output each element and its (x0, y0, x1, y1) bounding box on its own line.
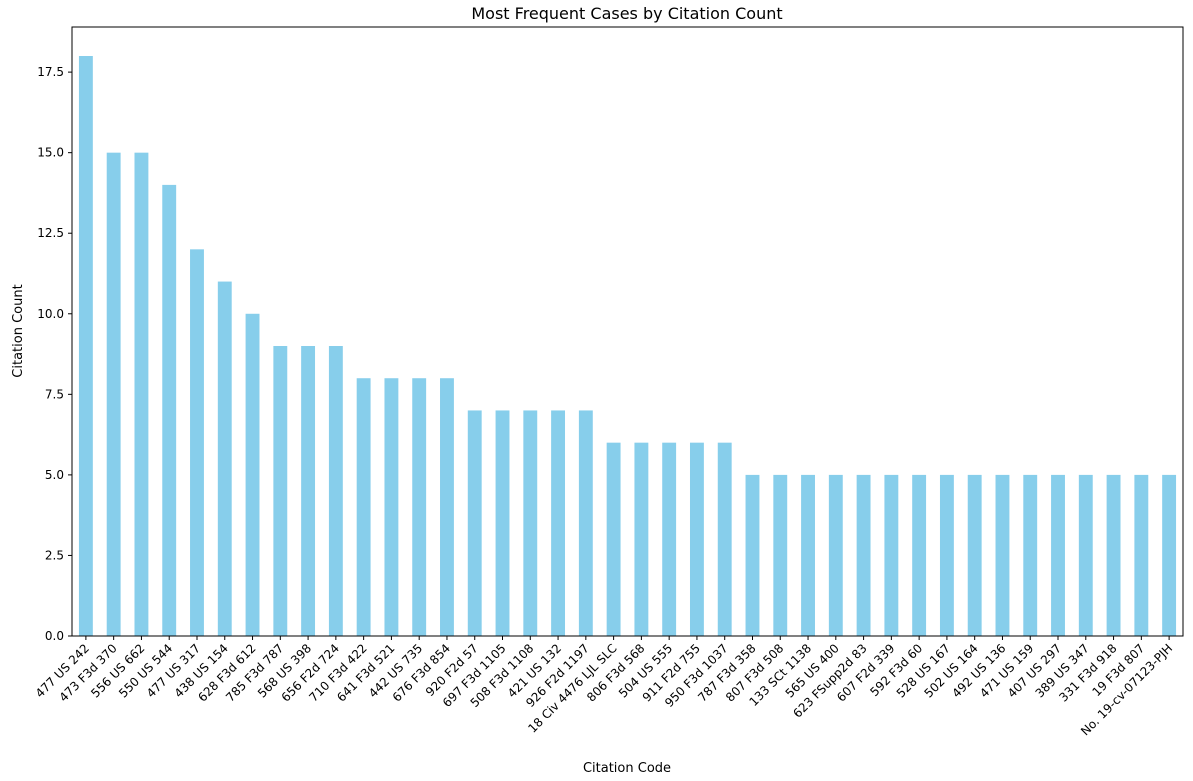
bar-12 (412, 378, 427, 636)
bar-34 (1023, 474, 1038, 636)
bar-1 (106, 152, 121, 637)
x-axis-label: Citation Code (583, 761, 671, 776)
bar-39 (1162, 474, 1177, 636)
bar-33 (995, 474, 1010, 636)
bar-36 (1078, 474, 1093, 636)
bar-28 (856, 474, 871, 636)
bar-31 (939, 474, 954, 636)
bar-17 (551, 410, 566, 636)
bar-22 (689, 442, 704, 636)
bar-15 (495, 410, 510, 636)
bar-21 (662, 442, 677, 636)
y-tick-label: 10.0 (37, 307, 64, 321)
bar-35 (1051, 474, 1065, 636)
y-tick-label: 5.0 (45, 468, 64, 482)
y-tick-label: 17.5 (37, 65, 64, 79)
bar-27 (828, 474, 843, 636)
bar-7 (273, 346, 288, 636)
bar-2 (134, 152, 149, 637)
bars-group (78, 56, 1177, 637)
bar-0 (78, 56, 93, 636)
bar-18 (578, 410, 593, 636)
bar-6 (245, 313, 260, 636)
bar-4 (190, 249, 204, 636)
bar-37 (1106, 474, 1121, 636)
bar-14 (467, 410, 482, 636)
bar-24 (745, 474, 760, 636)
bar-13 (440, 378, 454, 636)
bar-8 (301, 346, 316, 636)
y-tick-label: 12.5 (37, 226, 64, 240)
y-tick-label: 2.5 (45, 548, 64, 562)
bar-11 (384, 378, 399, 636)
bar-16 (523, 410, 538, 636)
y-tick-label: 15.0 (37, 146, 64, 160)
y-axis-label: Citation Count (11, 284, 26, 377)
bar-10 (356, 378, 371, 636)
bar-23 (717, 442, 732, 636)
bar-38 (1134, 474, 1149, 636)
bar-32 (967, 474, 982, 636)
bar-3 (162, 184, 177, 636)
y-tick-label: 7.5 (45, 387, 64, 401)
bar-26 (801, 474, 815, 636)
bar-9 (328, 346, 343, 636)
bar-25 (773, 474, 788, 636)
bar-20 (634, 442, 649, 636)
y-axis: 0.0 2.5 5.0 7.5 10.0 12.5 15.0 17.5 (37, 65, 72, 643)
y-tick-label: 0.0 (45, 629, 64, 643)
chart-title: Most Frequent Cases by Citation Count (471, 4, 782, 23)
bar-29 (884, 474, 899, 636)
bar-30 (912, 474, 927, 636)
plot-frame (71, 26, 1184, 637)
bar-19 (606, 442, 621, 636)
bar-5 (217, 281, 232, 636)
